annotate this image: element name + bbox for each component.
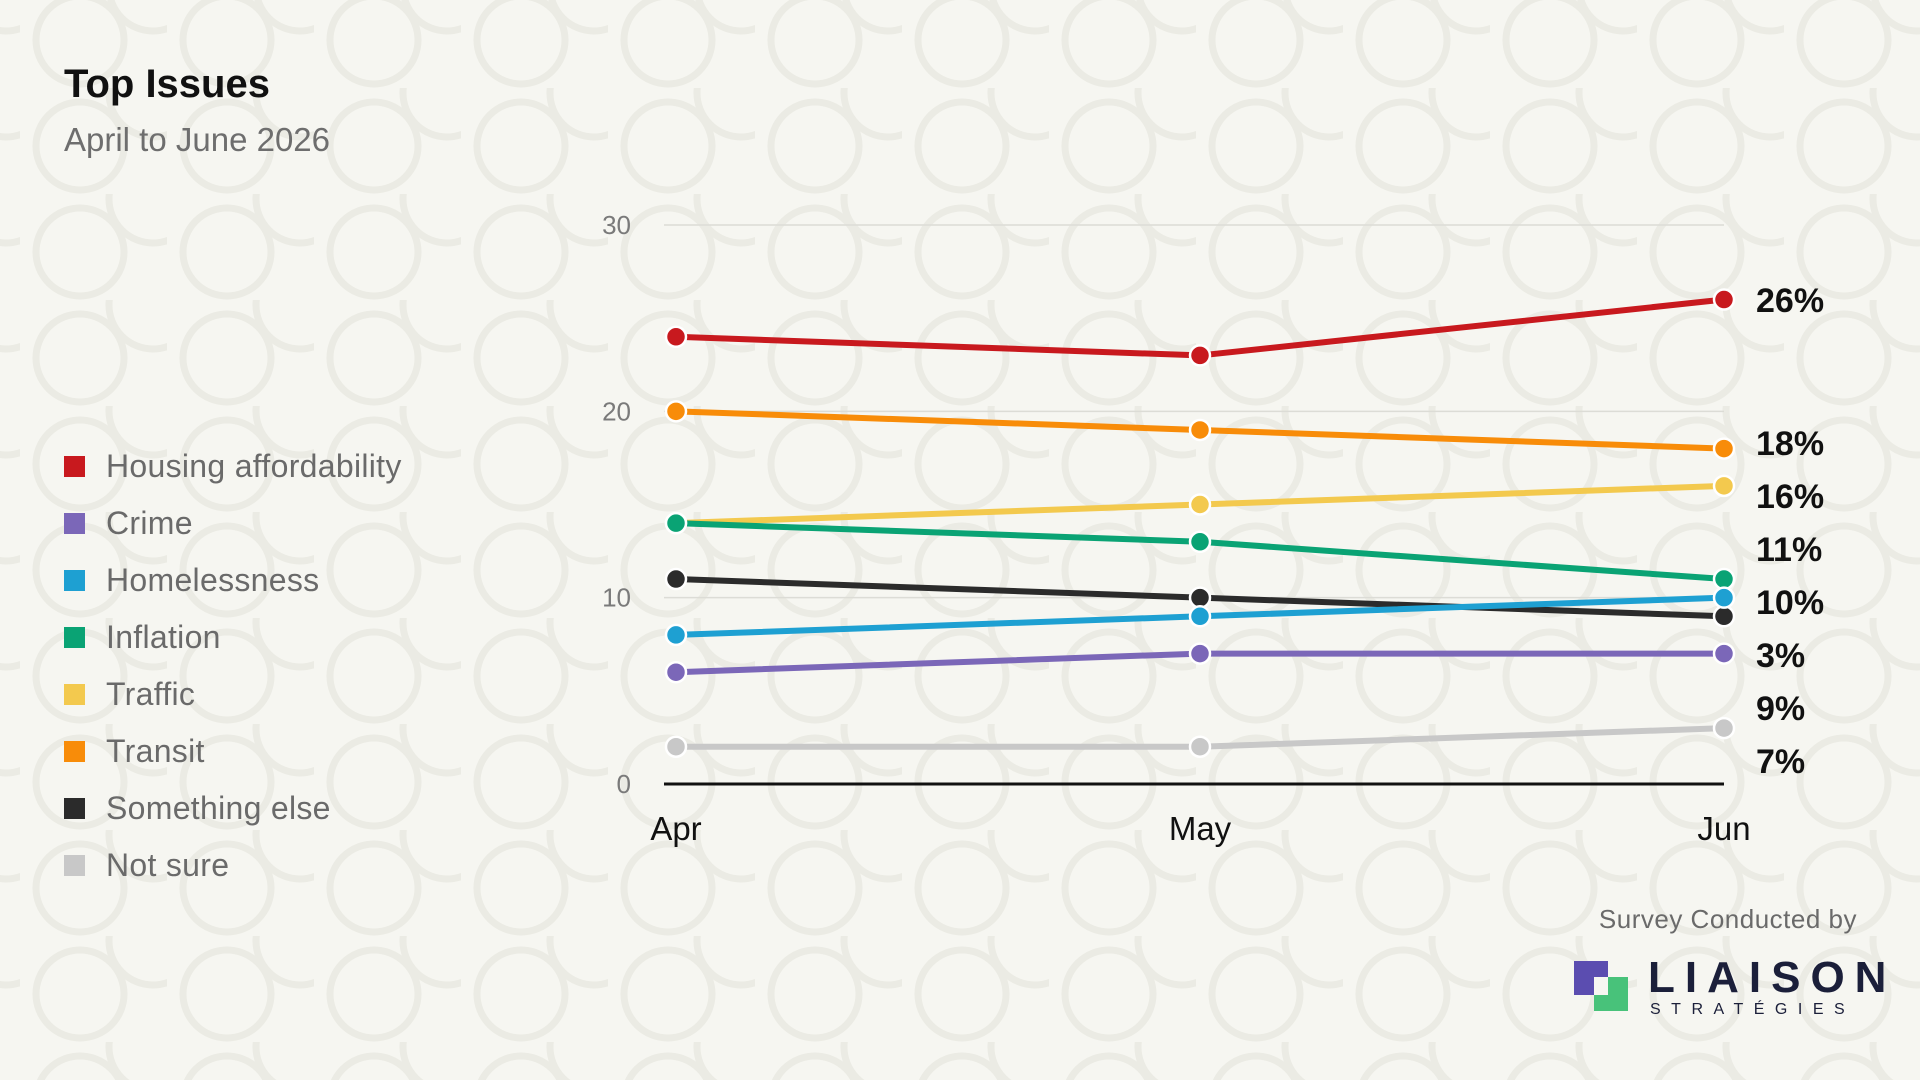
legend-swatch: [64, 798, 85, 819]
legend-item: Traffic: [64, 666, 402, 723]
legend-item: Transit: [64, 723, 402, 780]
data-point: [1712, 605, 1736, 628]
legend-swatch: [64, 684, 85, 705]
data-point: [664, 511, 688, 535]
end-value-label: 26%: [1756, 282, 1824, 320]
logo-tagline: STRATÉGIES: [1650, 1001, 1856, 1018]
legend-swatch: [64, 513, 85, 534]
data-point: [1188, 530, 1212, 554]
chart-subtitle: April to June 2026: [64, 121, 331, 158]
data-point: [1188, 344, 1212, 367]
data-point: [1188, 586, 1212, 609]
company-logo: LIAISON STRATÉGIES: [1574, 953, 1886, 1019]
end-value-label: 11%: [1756, 531, 1822, 569]
legend-item: Homelessness: [64, 552, 402, 609]
data-point: [1188, 642, 1212, 665]
data-point: [1188, 418, 1212, 442]
data-point: [1712, 474, 1736, 498]
end-value-label: 9%: [1756, 690, 1805, 728]
chart-title: Top Issues: [64, 62, 270, 106]
x-tick-label: May: [1169, 810, 1232, 847]
y-tick-label: 30: [602, 210, 631, 240]
x-tick-label: Apr: [650, 810, 701, 847]
data-point: [1712, 567, 1736, 591]
legend-label: Housing affordability: [106, 448, 402, 484]
data-point: [1712, 288, 1736, 311]
legend-item: Inflation: [64, 609, 402, 666]
legend-label: Traffic: [106, 676, 196, 712]
legend: Housing affordability Crime Homelessness In…: [64, 438, 402, 894]
y-tick-label: 10: [602, 583, 631, 613]
end-value-label: 16%: [1756, 478, 1824, 516]
data-point: [1188, 605, 1212, 628]
logo-mark-icon: [1574, 961, 1628, 1011]
legend-swatch: [64, 570, 85, 591]
legend-swatch: [64, 855, 85, 876]
legend-label: Crime: [106, 505, 193, 541]
legend-label: Not sure: [106, 847, 230, 883]
data-point: [664, 623, 688, 647]
data-point: [1188, 493, 1212, 516]
data-point: [664, 735, 688, 758]
data-point: [1712, 586, 1736, 609]
legend-label: Inflation: [106, 619, 221, 655]
legend-label: Homelessness: [106, 562, 320, 598]
end-value-label: 3%: [1756, 637, 1805, 675]
legend-label: Something else: [106, 790, 331, 826]
data-point: [1712, 642, 1736, 665]
end-value-label: 10%: [1756, 584, 1824, 622]
data-point: [664, 325, 688, 349]
legend-item: Crime: [64, 495, 402, 552]
data-point: [1188, 735, 1212, 758]
legend-item: Not sure: [64, 837, 402, 894]
data-point: [1712, 437, 1736, 460]
logo-name: LIAISON: [1648, 953, 1897, 1002]
data-point: [664, 400, 688, 423]
data-point: [1712, 716, 1736, 740]
legend-swatch: [64, 627, 85, 648]
end-value-label: 18%: [1756, 425, 1824, 463]
legend-label: Transit: [106, 733, 205, 769]
survey-credit: Survey Conducted by: [1598, 904, 1857, 934]
legend-item: Something else: [64, 780, 402, 837]
data-point: [664, 660, 688, 684]
legend-swatch: [64, 741, 85, 762]
y-tick-label: 20: [602, 396, 631, 426]
y-tick-label: 0: [617, 769, 631, 799]
legend-swatch: [64, 456, 85, 477]
end-value-label: 7%: [1756, 743, 1805, 781]
x-tick-label: Jun: [1697, 810, 1750, 847]
legend-item: Housing affordability: [64, 438, 402, 495]
data-point: [664, 567, 688, 591]
